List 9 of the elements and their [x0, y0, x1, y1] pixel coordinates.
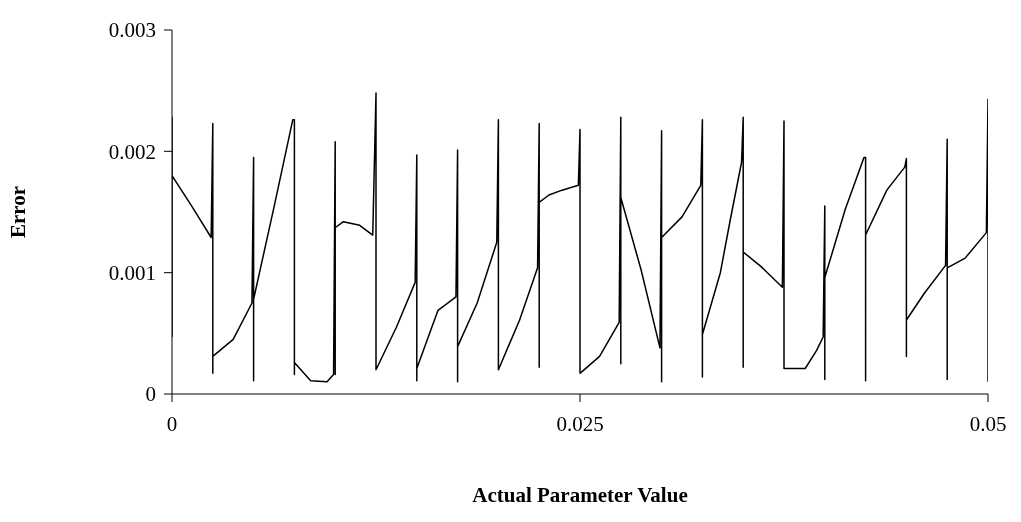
x-tick-label: 0: [166, 411, 178, 436]
y-tick-label: 0.002: [108, 139, 156, 164]
x-tick-label: 0.05: [969, 411, 1007, 436]
y-axis-title: Error: [6, 185, 31, 239]
y-tick-label: 0.001: [108, 261, 156, 286]
x-tick-label: 0.025: [556, 411, 604, 436]
x-axis-title: Actual Parameter Value: [472, 483, 688, 507]
y-tick-label: 0: [145, 382, 156, 407]
y-tick-label: 0.003: [108, 18, 156, 43]
